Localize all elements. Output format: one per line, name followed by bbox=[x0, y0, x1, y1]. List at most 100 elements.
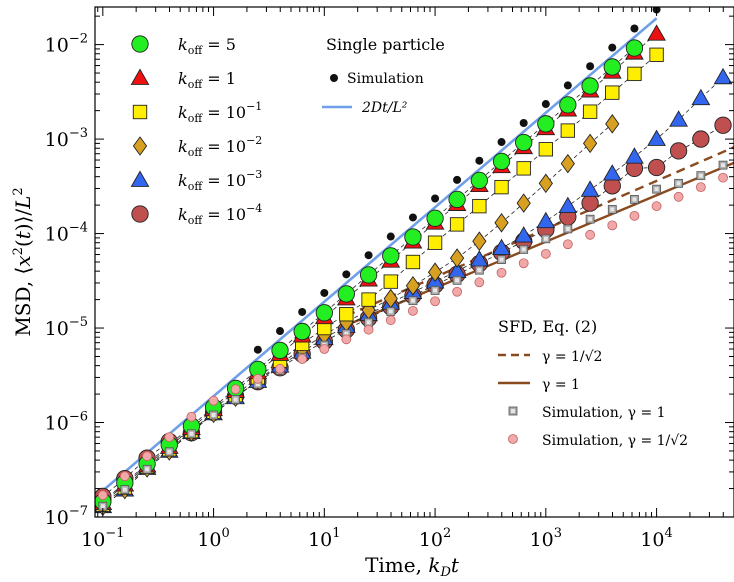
sfd-simulation-0-point bbox=[408, 296, 418, 306]
koff-series-0-point bbox=[382, 247, 400, 265]
sfd-simulation-0-point bbox=[187, 429, 196, 439]
koff-series-0-point bbox=[515, 133, 533, 152]
legend-label-koff-1: koff = 1 bbox=[178, 69, 236, 91]
koff-series-0-point bbox=[293, 322, 311, 341]
koff-series-0-point bbox=[559, 96, 577, 114]
koff-series-3-point bbox=[538, 173, 553, 194]
sfd-simulation-1-point bbox=[363, 324, 374, 335]
sfd-simulation-1-point bbox=[252, 373, 263, 384]
single-particle-simulation bbox=[253, 7, 661, 354]
sfd-simulation-1-point bbox=[275, 363, 285, 374]
koff-series-4-point bbox=[558, 196, 578, 214]
legend-sfd-sim1-label: Simulation, γ = 1 bbox=[542, 405, 666, 421]
koff-series-0-point bbox=[271, 341, 289, 360]
koff-series-0-point bbox=[359, 266, 378, 284]
single-particle-point bbox=[408, 213, 417, 222]
koff-series-0-point bbox=[404, 228, 422, 246]
legend-marker-koff-4 bbox=[130, 170, 150, 187]
single-particle-point bbox=[497, 138, 506, 147]
koff-series-0-point bbox=[537, 115, 555, 133]
koff-series-0 bbox=[95, 39, 644, 511]
sfd-simulation-0-point bbox=[497, 255, 506, 265]
legend-label-koff-3: koff = 10−2 bbox=[178, 134, 262, 159]
x-tick-label: 103 bbox=[530, 526, 562, 551]
koff-series-2-point bbox=[449, 217, 465, 232]
single-particle-line bbox=[101, 17, 658, 492]
legend-marker-koff-0 bbox=[131, 35, 149, 53]
x-tick-label: 102 bbox=[419, 526, 451, 551]
koff-series-0-point bbox=[625, 39, 644, 57]
koff-series-4-point bbox=[602, 164, 622, 181]
sfd-simulation-1-point bbox=[164, 432, 175, 443]
single-particle-point bbox=[276, 327, 285, 336]
sfd-simulation-0-point bbox=[142, 464, 152, 474]
sfd-simulation-1-point bbox=[718, 172, 728, 183]
koff-series-4-point bbox=[691, 88, 711, 106]
sfd-simulation-1-point bbox=[297, 354, 308, 364]
koff-series-5-point bbox=[647, 158, 666, 177]
legend-sfd-sim2-label: Simulation, γ = 1/√2 bbox=[542, 433, 688, 449]
koff-series-3-point bbox=[405, 276, 421, 296]
sfd-simulation-1-point bbox=[319, 344, 330, 354]
legend-label-koff-4: koff = 10−3 bbox=[178, 168, 262, 193]
legend-single-sim-marker bbox=[330, 74, 338, 82]
single-particle-point bbox=[342, 270, 351, 279]
data-layer bbox=[95, 7, 734, 517]
legend-marker-koff-3 bbox=[132, 136, 148, 156]
sfd-simulation-1-point bbox=[385, 315, 396, 326]
sfd-simulation-0-point bbox=[696, 171, 706, 181]
single-particle-point bbox=[608, 43, 617, 52]
y-axis-title: MSD, ⟨x2(t)⟩/L2 bbox=[11, 187, 35, 336]
koff-series-4-point bbox=[536, 211, 556, 229]
koff-series-0-point bbox=[470, 171, 488, 190]
legend-marker-koff-1 bbox=[130, 68, 150, 85]
sfd-simulation-1-point bbox=[695, 182, 706, 193]
koff-series-3-point bbox=[582, 133, 598, 154]
legend-label-koff-5: koff = 10−4 bbox=[178, 202, 262, 227]
single-particle-point bbox=[630, 24, 639, 33]
single-particle-point bbox=[320, 288, 329, 297]
sfd-simulation-1-point bbox=[142, 451, 152, 462]
single-particle-point bbox=[253, 345, 262, 354]
sfd-simulation-1-point bbox=[562, 239, 573, 250]
koff-series-2-point bbox=[516, 161, 531, 176]
sfd-simulation-0-point bbox=[164, 447, 174, 457]
sfd-simulation-1-point bbox=[97, 490, 108, 501]
koff-series-2-point bbox=[582, 104, 598, 119]
koff-series-2-point bbox=[538, 142, 554, 157]
legend: koff = 5 koff = 1 koff = 10−1 koff = 10−2 ko… bbox=[130, 35, 688, 449]
sfd-simulation-1-point bbox=[607, 220, 618, 231]
koff-series-3-point bbox=[560, 153, 575, 174]
single-particle-point bbox=[386, 232, 395, 241]
koff-series-2-point bbox=[405, 254, 421, 270]
sfd-simulation-0-point bbox=[474, 265, 484, 275]
sfd-simulation-1-point bbox=[408, 305, 418, 316]
legend-single-header: Single particle bbox=[326, 35, 445, 54]
sfd-simulation-0-point bbox=[519, 244, 529, 254]
y-tick-label: 10−3 bbox=[45, 126, 88, 151]
koff-series-0-point bbox=[492, 152, 511, 171]
sfd-simulation-0-point bbox=[120, 485, 130, 494]
x-tick-label: 100 bbox=[197, 526, 229, 551]
legend-sfd-solid-label: γ = 1 bbox=[542, 377, 580, 393]
koff-series-2-point bbox=[361, 292, 376, 307]
sfd-simulation-1-point bbox=[452, 286, 462, 297]
single-particle-point bbox=[453, 175, 462, 184]
sfd-simulation-0-point bbox=[563, 224, 573, 234]
koff-series-2-point bbox=[560, 123, 576, 138]
legend-sfd-header: SFD, Eq. (2) bbox=[498, 317, 597, 336]
sfd-simulation-0-point bbox=[718, 160, 728, 170]
koff-series-4-point bbox=[669, 110, 688, 127]
sfd-simulation-0-point bbox=[541, 234, 551, 244]
x-tick-label: 10−1 bbox=[81, 526, 124, 551]
sfd-simulation-0-point bbox=[630, 194, 639, 204]
sfd-simulation-1-point bbox=[430, 296, 440, 307]
single-particle-point bbox=[298, 307, 307, 316]
legend-single-sim-label: Simulation bbox=[347, 71, 424, 87]
koff-series-2-point bbox=[494, 179, 509, 195]
axis-ticks: 10−1 100 101 102 103 104 10−7 10−6 10−5 10−4 10−3 1… bbox=[45, 7, 734, 551]
koff-series-0-point bbox=[603, 58, 621, 76]
koff-series-0-point bbox=[426, 209, 444, 227]
